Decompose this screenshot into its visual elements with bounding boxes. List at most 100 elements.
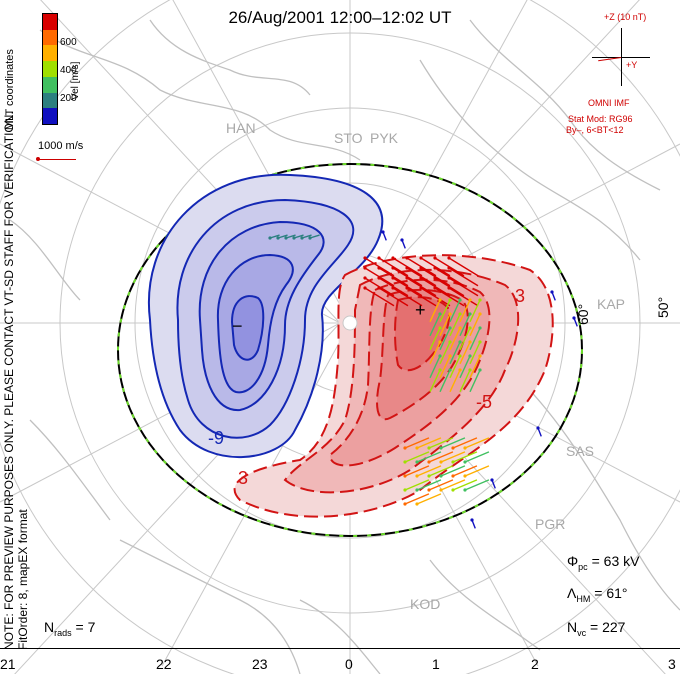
velocity-vector-origin <box>458 298 462 302</box>
velocity-vector-origin <box>439 460 443 464</box>
velocity-vector <box>416 479 442 491</box>
velocity-vector-origin <box>403 502 407 506</box>
velocity-vector-origin <box>478 298 482 302</box>
velocity-vector-origin <box>468 312 472 316</box>
velocity-vector-origin <box>463 488 467 492</box>
contour-label-3-left: 3 <box>238 468 249 488</box>
mlt-label-1: 1 <box>432 656 440 672</box>
mlt-label-21: 21 <box>0 656 16 672</box>
imf-bz-label: +Z (10 nT) <box>604 12 647 22</box>
colorbar-unit: Vel [m/s] <box>70 61 81 100</box>
station-pyk: PYK <box>370 130 399 146</box>
velocity-vector <box>449 355 461 379</box>
colorbar-tick-600: 600 <box>60 37 77 48</box>
velocity-vector <box>469 341 481 365</box>
velocity-vector <box>420 287 451 307</box>
velocity-vector <box>448 267 479 287</box>
velocity-vector <box>416 437 442 449</box>
velocity-vector-origin <box>403 488 407 492</box>
velocity-vector-origin <box>419 286 423 290</box>
velocity-vector <box>309 234 320 239</box>
note-line-1: NOTE: FOR PREVIEW PURPOSES ONLY. PLEASE … <box>2 111 16 650</box>
velocity-vector-origin <box>536 426 540 430</box>
colorbar-segment <box>43 14 57 30</box>
velocity-vector <box>416 493 442 505</box>
velocity-vector-origin <box>478 312 482 316</box>
velocity-vector-origin <box>403 446 407 450</box>
velocity-vector <box>428 451 454 463</box>
velocity-vector-origin <box>403 460 407 464</box>
velocity-colorbar <box>42 13 58 125</box>
phi-pc-value: 63 kV <box>603 553 640 569</box>
velocity-vector-origin <box>468 298 472 302</box>
latitude-label-50: 50° <box>655 296 671 318</box>
colorbar-segment <box>43 29 57 46</box>
velocity-vector-origin <box>438 354 442 358</box>
map-title: 26/Aug/2001 12:00–12:02 UT <box>228 8 452 27</box>
velocity-vector-origin <box>391 256 395 260</box>
velocity-vector-origin <box>308 236 312 240</box>
velocity-vector-origin <box>363 286 367 290</box>
velocity-vector-origin <box>433 256 437 260</box>
velocity-vector-origin <box>458 312 462 316</box>
velocity-vector <box>429 313 441 337</box>
colorbar-segment <box>43 61 57 77</box>
velocity-vector-origin <box>391 286 395 290</box>
stat-model-label: Stat Mod: RG96 <box>568 114 633 124</box>
cross-polar-cap-potential: Φpc = 63 kV <box>567 553 640 572</box>
potential-min-marker: − <box>232 316 243 336</box>
velocity-vector <box>464 437 490 449</box>
velocity-vector <box>364 287 395 307</box>
velocity-vector-origin <box>419 266 423 270</box>
mlt-label-3: 3 <box>668 656 676 672</box>
velocity-vector-origin <box>363 276 367 280</box>
velocity-vector <box>439 299 451 323</box>
contour-label-3-right: 3 <box>515 286 526 306</box>
velocity-vector <box>440 479 466 491</box>
velocity-vector <box>429 341 441 365</box>
velocity-vector-origin <box>550 290 554 294</box>
velocity-vector-origin <box>403 474 407 478</box>
potential-max-marker: + <box>415 300 426 320</box>
velocity-vector-origin <box>448 298 452 302</box>
velocity-vector-origin <box>427 474 431 478</box>
velocity-vector <box>452 465 478 477</box>
velocity-vector <box>429 299 441 323</box>
velocity-vector-origin <box>468 340 472 344</box>
station-sto: STO <box>334 130 363 146</box>
velocity-vector <box>428 437 454 449</box>
velocity-vector <box>464 465 490 477</box>
velocity-vector <box>277 234 288 239</box>
velocity-vector-origin <box>447 276 451 280</box>
velocity-vector <box>464 479 490 491</box>
radar-count: Nrads = 7 <box>44 619 96 638</box>
stat-model-condition: By–, 6<BT<12 <box>566 125 624 135</box>
velocity-vector <box>428 465 454 477</box>
latitude-label-60: 60° <box>575 303 591 325</box>
velocity-vector-origin <box>478 340 482 344</box>
velocity-vector <box>439 327 451 351</box>
velocity-vector-origin <box>439 446 443 450</box>
velocity-vector-origin <box>458 340 462 344</box>
velocity-vector-origin <box>438 312 442 316</box>
velocity-vector <box>293 234 304 239</box>
velocity-vector <box>459 327 471 351</box>
velocity-vector-origin <box>448 354 452 358</box>
n-rads-value: 7 <box>87 619 96 635</box>
velocity-vector-origin <box>438 368 442 372</box>
velocity-vector-origin <box>276 236 280 240</box>
coastlines <box>9 19 680 674</box>
contour-label-neg9: -9 <box>208 428 225 448</box>
velocity-vector-origin <box>439 474 443 478</box>
velocity-vector-origin <box>363 266 367 270</box>
velocity-vector-origin <box>284 236 288 240</box>
note-line-2: FitOrder: 8, mapEX format <box>16 509 30 650</box>
contour-label-neg5: -5 <box>476 392 493 412</box>
velocity-vector-origin <box>391 266 395 270</box>
velocity-vector-origin <box>400 238 404 242</box>
vector-scale-label: 1000 m/s <box>38 140 84 152</box>
colorbar-segment <box>43 92 57 109</box>
velocity-vector <box>449 369 461 393</box>
imf-source: OMNI IMF <box>588 98 630 108</box>
